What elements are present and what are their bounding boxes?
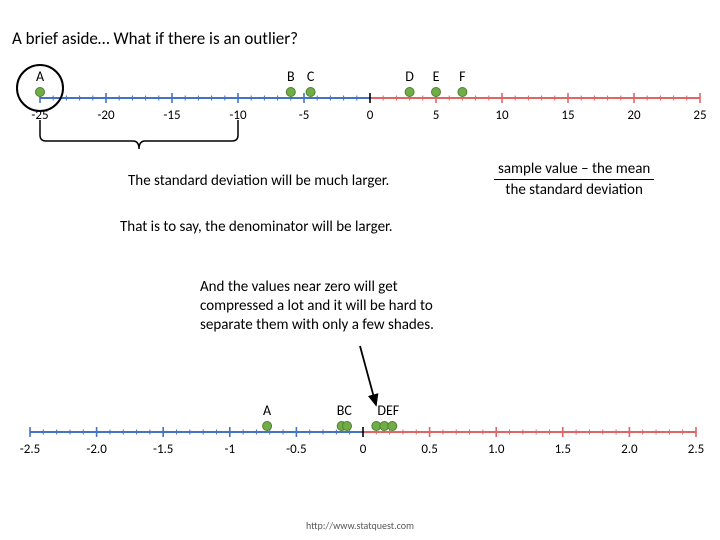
tick-label: 0	[367, 108, 374, 123]
tick-label: -15	[163, 108, 180, 123]
data-point	[286, 88, 295, 97]
tick-label: 20	[627, 108, 640, 123]
page-title: A brief aside… What if there is an outli…	[12, 28, 298, 49]
tick-label: -5	[299, 108, 310, 123]
tick-label: 2.5	[688, 442, 704, 457]
tick-label: -10	[229, 108, 246, 123]
data-point	[432, 88, 441, 97]
tick-label: -20	[97, 108, 114, 123]
point-label: F	[459, 68, 465, 85]
paragraph-compression: And the values near zero will get compre…	[200, 278, 470, 334]
data-point	[306, 88, 315, 97]
tick-label: 5	[433, 108, 440, 123]
point-label: BC	[337, 402, 352, 419]
point-label: DEF	[377, 402, 399, 419]
point-label: B	[287, 68, 295, 85]
fraction-zscore: sample value – the mean the standard dev…	[494, 160, 654, 199]
fraction-denominator: the standard deviation	[494, 180, 654, 199]
data-point	[343, 422, 352, 431]
footer-url: http://www.statquest.com	[306, 519, 414, 532]
tick-label: -2.0	[86, 442, 106, 457]
data-point	[263, 422, 272, 431]
tick-label: -0.5	[286, 442, 306, 457]
outlier-callout-circle	[16, 64, 64, 112]
data-point	[388, 422, 397, 431]
point-label: E	[433, 68, 440, 85]
data-point	[458, 88, 467, 97]
point-label: C	[307, 68, 314, 85]
tick-label: 1.0	[488, 442, 504, 457]
tick-label: -2.5	[20, 442, 40, 457]
tick-label: -1.5	[153, 442, 173, 457]
tick-label: -1	[225, 442, 236, 457]
point-label: D	[405, 68, 414, 85]
tick-label: 0	[360, 442, 367, 457]
tick-label: 10	[495, 108, 508, 123]
tick-label: 0.5	[421, 442, 437, 457]
tick-label: 25	[693, 108, 706, 123]
note-denominator: That is to say, the denominator will be …	[120, 218, 393, 236]
data-point	[405, 88, 414, 97]
number-line-bottom: -2.5 -2.0 -1.5 -1 -0.5 0 0.5 1.0 1.5 2.0 2.5 A BC DEF	[0, 402, 720, 522]
tick-label: 15	[561, 108, 574, 123]
fraction-numerator: sample value – the mean	[494, 160, 654, 180]
tick-label: 2.0	[621, 442, 637, 457]
tick-label: 1.5	[555, 442, 571, 457]
note-std-larger: The standard deviation will be much larg…	[128, 172, 389, 190]
point-label: A	[263, 402, 271, 419]
